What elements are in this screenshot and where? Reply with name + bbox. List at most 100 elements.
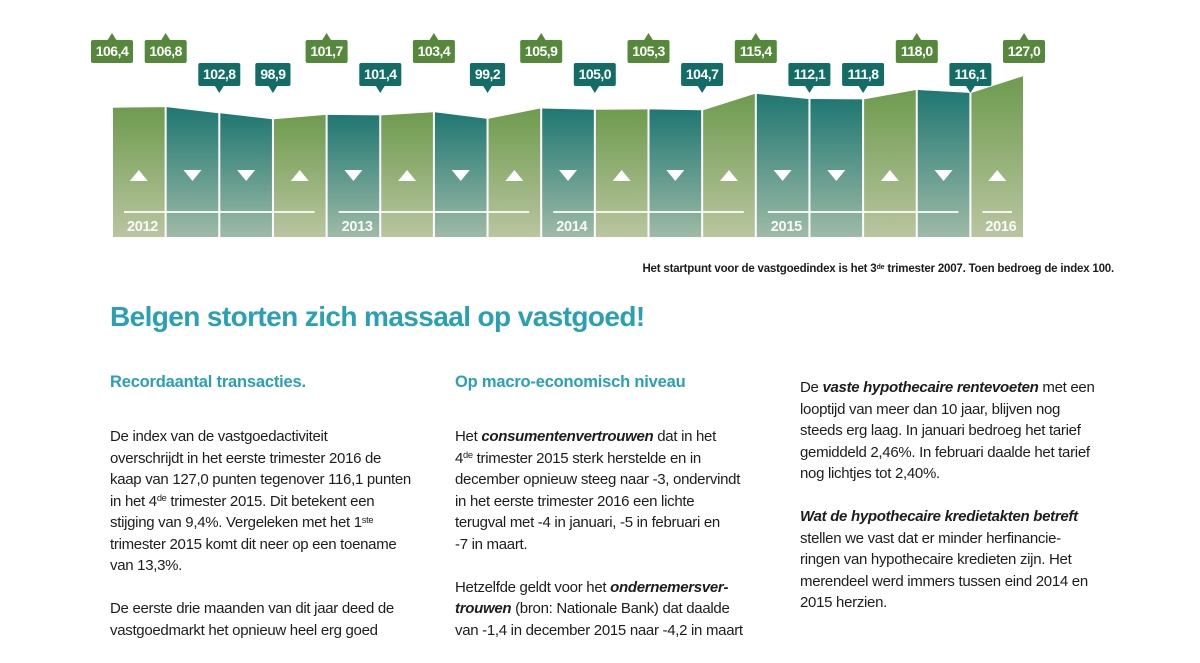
trend-down-icon (559, 170, 578, 181)
badge-up (144, 40, 187, 63)
vastgoedindex-chart: 2012 2013 2014 2015 2016 106,4 106,8 102,8 98,9 1… (91, 33, 1045, 238)
badge-down (788, 63, 831, 86)
infographic-page: { "chart_data": { "type": "area", "serie… (91, 33, 1115, 639)
badge-up (895, 40, 938, 63)
pointer-down-icon (589, 85, 600, 93)
year-label: 2015 (771, 219, 802, 235)
value-label: 105,0 (579, 66, 612, 82)
trend-down-icon (237, 170, 256, 181)
badge-down (359, 63, 402, 86)
trend-up-icon (505, 170, 524, 181)
pointer-down-icon (375, 85, 386, 93)
text-run: vaste hypothecaire rentevoeten (822, 379, 1039, 396)
superscript: de (876, 262, 885, 271)
value-label: 99,2 (475, 66, 501, 82)
pointer-down-icon (697, 85, 708, 93)
badge-up (627, 40, 670, 63)
value-badge: 115,4 (734, 33, 777, 63)
value-badge: 118,0 (895, 33, 938, 63)
paragraph: De vaste hypothecaire rentevoeten met ee… (800, 377, 1140, 485)
pointer-down-icon (804, 85, 815, 93)
value-label: 105,9 (525, 43, 558, 59)
value-badge: 106,8 (144, 33, 187, 63)
value-badge: 99,2 (469, 63, 506, 93)
value-badge: 98,9 (255, 63, 291, 93)
trend-down-icon (934, 170, 953, 181)
trend-down-icon (183, 170, 202, 181)
chart-bar (971, 76, 1024, 237)
value-label: 103,4 (418, 43, 451, 59)
chart-bar (756, 93, 809, 238)
year-label: 2016 (985, 219, 1016, 235)
year-label: 2012 (127, 219, 158, 235)
paragraph: Hetzelfde geldt voor het ondernemersver-… (455, 577, 795, 642)
text-run: trimester 2015 sterk herstelde en in dec… (455, 449, 741, 553)
badge-up (1003, 40, 1045, 63)
value-badge: 116,1 (949, 63, 992, 93)
text-run: trimester 2015 komt dit neer op een toen… (110, 535, 397, 575)
badge-down (198, 63, 241, 86)
pointer-up-icon (321, 33, 332, 41)
text-run: Hetzelfde geldt voor het (455, 578, 611, 596)
text-run: met een looptijd van meer dan 10 jaar, b… (800, 379, 1095, 482)
pointer-up-icon (536, 33, 547, 41)
badge-up (305, 40, 348, 63)
value-badge: 105,3 (627, 33, 670, 63)
column-hypothecair: De vaste hypothecaire rentevoeten met ee… (800, 377, 1140, 635)
value-badge: 104,7 (681, 63, 724, 93)
chart-bar (864, 90, 916, 237)
value-badge: 111,8 (842, 63, 885, 93)
value-label: 101,7 (310, 43, 343, 59)
value-label: 106,8 (149, 43, 182, 59)
column-recordaantal: Recordaantal transacties. De index van d… (110, 372, 450, 663)
text-run: ondernemersver- trouwen (455, 578, 729, 618)
value-badge: 103,4 (412, 33, 455, 63)
pointer-down-icon (267, 85, 278, 93)
column-macro-economisch: Op macro-economisch niveau Het consument… (455, 372, 795, 663)
text-run: stellen we vast dat er minder herfinanci… (800, 529, 1088, 612)
year-label: 2014 (556, 219, 587, 235)
badge-up (91, 40, 133, 63)
superscript: de (463, 450, 473, 461)
text-run: Het startpunt voor de vastgoedindex is h… (642, 263, 877, 275)
trend-down-icon (666, 170, 685, 181)
text-run: De eerste drie maanden van dit jaar deed… (110, 600, 394, 639)
pointer-down-icon (482, 85, 493, 93)
value-label: 101,4 (364, 66, 397, 82)
column-heading: Recordaantal transacties. (110, 373, 306, 391)
badge-down (469, 63, 506, 86)
pointer-up-icon (428, 33, 439, 41)
value-badge: 106,4 (91, 33, 133, 63)
value-label: 116,1 (955, 66, 987, 82)
pointer-down-icon (858, 85, 869, 93)
badge-down (949, 63, 992, 86)
value-badge: 101,7 (305, 33, 348, 63)
value-badge: 112,1 (788, 63, 831, 93)
value-label: 111,8 (848, 66, 880, 82)
value-label: 118,0 (901, 43, 933, 59)
paragraph: De index van de vastgoedactiviteit overs… (110, 426, 450, 577)
text-run: trimester 2007. Toen bedroeg de index 10… (884, 263, 1114, 275)
paragraph: De eerste drie maanden van dit jaar deed… (110, 598, 450, 641)
value-label: 105,3 (632, 43, 665, 59)
badge-up (734, 40, 777, 63)
pointer-up-icon (750, 33, 761, 41)
text-run: De (800, 379, 823, 396)
trend-up-icon (612, 170, 631, 181)
value-label: 127,0 (1008, 43, 1041, 59)
chart-footnote: Het startpunt voor de vastgoedindex is h… (642, 263, 1114, 275)
pointer-down-icon (214, 85, 225, 93)
text-run: dat in het 4 (455, 428, 716, 467)
trend-up-icon (719, 170, 738, 181)
value-badge: 101,4 (359, 63, 402, 93)
pointer-up-icon (1019, 33, 1030, 41)
value-label: 104,7 (686, 66, 719, 82)
badge-down (842, 63, 885, 86)
page-title: Belgen storten zich massaal op vastgoed! (110, 301, 645, 332)
superscript: ste (361, 514, 374, 525)
text-run: consumentenvertrouwen (481, 428, 654, 445)
pointer-up-icon (643, 33, 654, 41)
chart-bar (917, 90, 970, 237)
trend-down-icon (827, 170, 846, 181)
trend-down-icon (344, 170, 363, 181)
